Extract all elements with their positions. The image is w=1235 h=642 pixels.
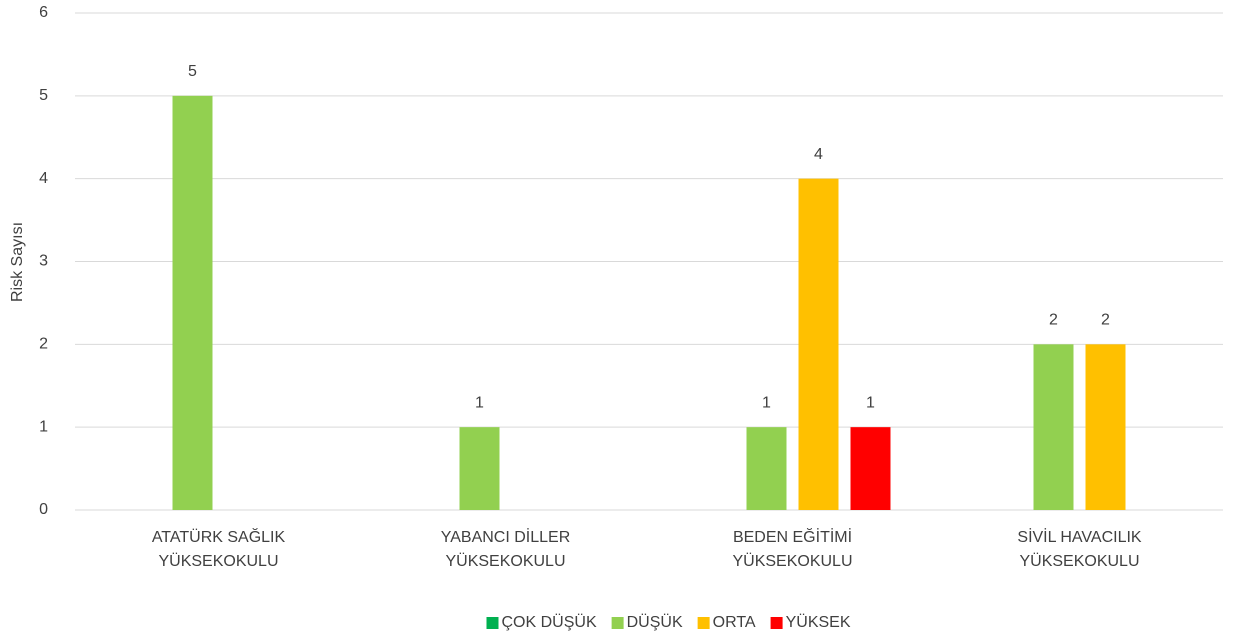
y-tick-label: 6 [39,4,48,21]
data-label: 4 [814,146,823,163]
y-tick-label: 0 [39,501,48,518]
y-tick-label: 5 [39,87,48,104]
y-axis-label: Risk Sayısı [9,222,26,302]
legend-swatch [697,617,710,629]
bar [1085,344,1126,510]
legend-swatch [611,617,624,629]
y-tick-label: 1 [39,418,48,435]
data-label: 1 [866,394,875,411]
legend-swatch [770,617,783,629]
x-tick-label: SİVİL HAVACILIK YÜKSEKOKULU [1017,529,1142,570]
bar [459,427,500,510]
data-label: 1 [475,394,484,411]
bar [798,178,839,510]
data-label: 5 [188,63,197,80]
bar [1033,344,1074,510]
legend-swatch [486,617,499,629]
legend-label: DÜŞÜK [627,613,683,631]
data-label: 2 [1049,312,1058,329]
bar [746,427,787,510]
y-tick-label: 4 [39,170,48,187]
data-label: 1 [762,394,771,411]
y-tick-label: 2 [39,336,48,353]
legend-label: ÇOK DÜŞÜK [501,613,596,631]
data-label: 2 [1101,312,1110,329]
legend-label: ORTA [713,614,756,631]
bar [850,427,891,510]
x-tick-label: YABANCI DİLLER YÜKSEKOKULU [440,529,571,570]
bar [172,95,213,510]
legend-label: YÜKSEK [786,613,851,631]
y-tick-label: 3 [39,253,48,270]
x-tick-label: ATATÜRK SAĞLIK YÜKSEKOKULU [151,529,286,570]
x-tick-label: BEDEN EĞİTİMİ YÜKSEKOKULU [732,529,853,570]
